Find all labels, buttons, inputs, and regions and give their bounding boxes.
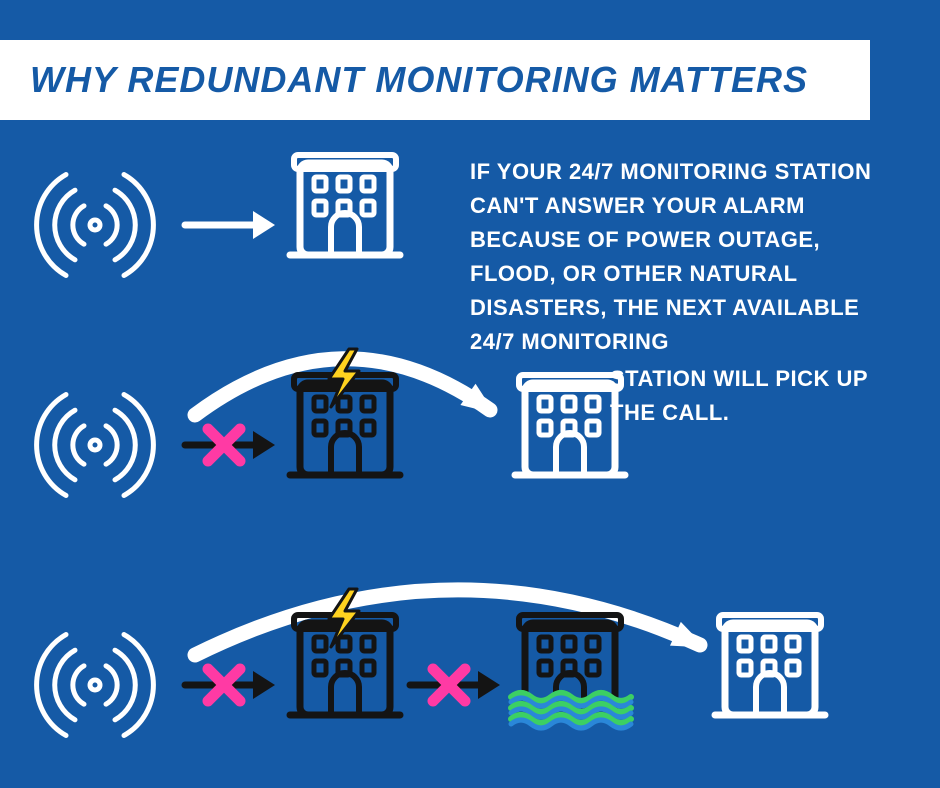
arrow-icon <box>185 429 275 461</box>
signal-icon <box>37 395 154 496</box>
signal-icon <box>37 635 154 736</box>
building-icon <box>290 155 400 255</box>
building-icon <box>515 375 625 475</box>
signal-icon <box>37 175 154 276</box>
arrow-icon <box>410 669 500 701</box>
curve-arrow-icon <box>195 590 705 655</box>
arrow-icon <box>185 669 275 701</box>
building-icon <box>511 615 631 728</box>
diagram-stage <box>0 0 940 788</box>
arrow-icon <box>185 211 275 239</box>
building-icon <box>715 615 825 715</box>
